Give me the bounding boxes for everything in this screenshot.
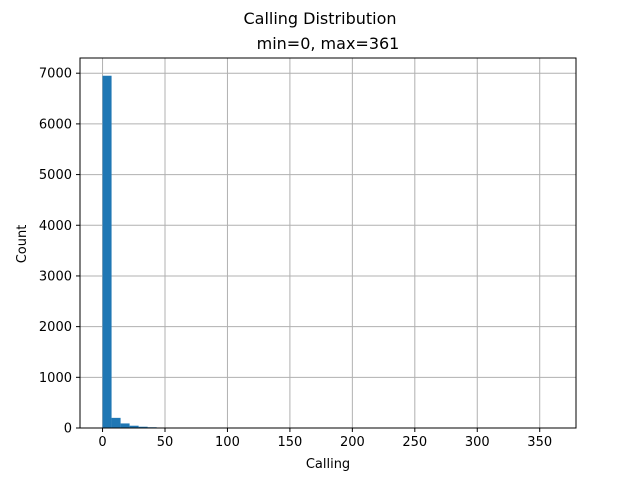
bars: [102, 75, 554, 429]
chart-title: Calling Distribution: [243, 9, 396, 28]
x-tick-label: 50: [157, 435, 174, 450]
grid: [80, 58, 576, 429]
x-tick-label: 0: [98, 435, 106, 450]
y-tick-label: 2000: [39, 320, 72, 335]
y-tick-label: 3000: [39, 269, 72, 284]
y-tick-label: 6000: [39, 117, 72, 132]
x-axis-label: Calling: [306, 457, 350, 472]
x-tick-label: 200: [340, 435, 365, 450]
histogram-bar: [111, 417, 121, 428]
x-tick-label: 300: [465, 435, 490, 450]
chart-subtitle: min=0, max=361: [257, 34, 400, 53]
axis-ticks: 0 50 100 150 200 250 300 350 0 1000 2000 3000 4000 50…: [39, 67, 552, 450]
histogram-bar: [138, 426, 148, 428]
y-tick-label: 5000: [39, 168, 72, 183]
histogram-bar: [102, 75, 112, 429]
y-tick-label: 4000: [39, 219, 72, 234]
x-tick-label: 150: [277, 435, 302, 450]
y-tick-label: 1000: [39, 371, 72, 386]
histogram-bar: [129, 425, 139, 428]
y-axis-label: Count: [15, 225, 30, 264]
plot-frame: [79, 57, 577, 429]
x-tick-label: 100: [215, 435, 240, 450]
x-tick-label: 350: [527, 435, 552, 450]
y-tick-label: 0: [64, 422, 72, 437]
histogram-bar: [120, 423, 130, 428]
y-tick-label: 7000: [39, 67, 72, 82]
x-tick-label: 250: [402, 435, 427, 450]
